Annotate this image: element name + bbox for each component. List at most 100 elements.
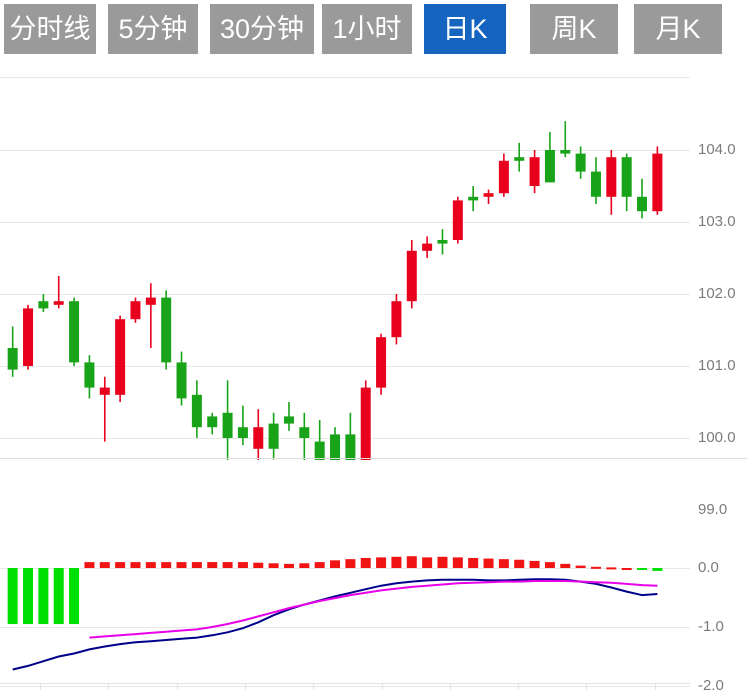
panel-divider-top [0,458,747,459]
tab-label: 5分钟 [118,14,188,44]
candle-body [207,416,218,428]
candle-body [222,412,233,438]
chart-canvas[interactable]: 104.0 103.0 102.0 101.0 100.0 99.0 0.0 -1.0 -2.0 [0,60,747,692]
x-axis-tick [655,683,656,690]
candle-body [345,434,356,460]
macd-histogram-bar [606,567,617,570]
x-axis-tick [518,683,519,690]
macd-histogram-bar [222,562,233,568]
candle-body [99,387,110,395]
candle-body [391,301,402,338]
tab-label: 1小时 [332,14,402,44]
tab-30min[interactable]: 30分钟 [210,4,314,54]
tab-label: 30分钟 [219,14,305,44]
macd-histogram-bar [422,557,433,568]
macd-histogram-bar [514,559,525,568]
axis-tick-label: 99.0 [698,501,728,518]
candle-body [191,394,202,428]
axis-tick-label: 100.0 [698,429,736,446]
candle-body [69,301,80,363]
axis-tick-label: 103.0 [698,213,736,230]
price-candlestick-series [7,121,663,460]
gridline [0,294,690,295]
candle-body [299,427,310,438]
gridline [0,222,690,223]
candle-body [468,196,479,201]
candle-body [514,157,525,161]
candle-body [237,427,248,438]
tab-intraday[interactable]: 分时线 [4,4,96,54]
tab-label: 分时线 [9,14,91,44]
macd-histogram-bar [176,562,187,568]
macd-histogram-bar [299,563,310,568]
macd-histogram-bar [575,565,586,568]
macd-histogram-bar [7,568,18,625]
macd-histogram-bar [115,562,126,568]
macd-histogram-bar [207,562,218,568]
tab-day-k[interactable]: 日K [424,4,506,54]
candle-body [529,157,540,186]
gridline [0,438,690,439]
x-axis-tick [382,683,383,690]
macd-histogram-bar [376,557,387,568]
macd-histogram-bar [621,568,632,570]
candle-body [452,200,463,240]
candle-body [406,250,417,302]
axis-tick-label: -2.0 [698,677,724,692]
axis-tick-label: -1.0 [698,618,724,635]
candle-body [637,196,648,212]
macd-histogram-bar [145,562,156,568]
macd-histogram-bar [69,568,80,625]
axis-tick-label: 102.0 [698,285,736,302]
x-axis-line [0,683,690,684]
x-axis-tick [313,683,314,690]
macd-histogram-bar [130,562,141,568]
candle-body [483,193,494,197]
candle-body [360,387,371,460]
candle-body [621,157,632,197]
gridline [0,366,690,367]
macd-histogram-bar [23,568,34,625]
candle-body [84,362,95,388]
x-axis-tick [40,683,41,690]
candle-body [606,157,617,197]
macd-histogram-bar [437,556,448,568]
gridline [0,568,690,569]
macd-indicator-series [7,556,663,671]
macd-histogram-bar [345,559,356,568]
candle-body [253,427,264,449]
candle-body [145,297,156,305]
period-tab-bar: 分时线 5分钟 30分钟 1小时 日K 周K 月K [0,0,747,60]
candle-body [422,243,433,251]
gridline [0,686,690,687]
candle-body [498,160,509,194]
macd-histogram-bar [360,557,371,568]
candle-body [590,171,601,197]
macd-histogram-bar [468,557,479,568]
macd-histogram-bar [483,558,494,568]
macd-histogram-bar [253,562,264,568]
tab-label: 日K [442,14,488,44]
candle-body [575,153,586,172]
macd-histogram-bar [544,562,555,568]
candle-body [268,423,279,449]
x-axis-tick [108,683,109,690]
x-axis-tick [586,683,587,690]
tab-week-k[interactable]: 周K [530,4,618,54]
gridline [0,627,690,628]
tab-5min[interactable]: 5分钟 [108,4,198,54]
candle-body [437,240,448,244]
macd-histogram-bar [391,556,402,568]
macd-histogram-bar [406,556,417,568]
tab-month-k[interactable]: 月K [634,4,722,54]
gridline [0,77,690,78]
candle-body [376,337,387,388]
candle-body [38,301,49,309]
macd-histogram-bar [498,559,509,568]
tab-label: 月K [655,14,701,44]
candle-body [7,348,18,370]
tab-1hour[interactable]: 1小时 [322,4,412,54]
macd-histogram-bar [652,568,663,571]
macd-histogram-bar [99,562,110,568]
